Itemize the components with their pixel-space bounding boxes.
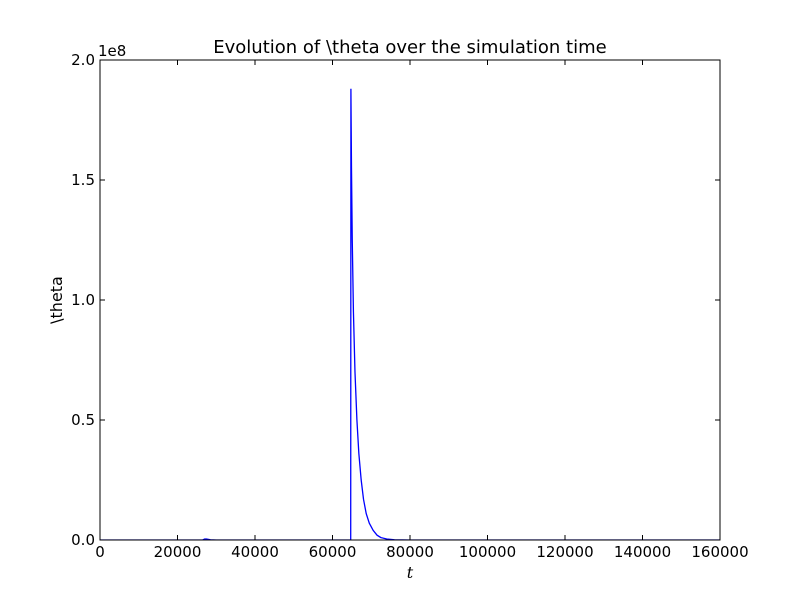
x-tick-label: 80000 (386, 543, 434, 561)
x-tick-label: 140000 (614, 543, 671, 561)
x-tick-label: 120000 (536, 543, 593, 561)
y-tick-label: 0.5 (71, 411, 95, 429)
y-tick-label: 2.0 (71, 51, 95, 69)
x-tick-label: 0 (95, 543, 105, 561)
y-offset-label: 1e8 (98, 42, 126, 60)
x-tick-label: 20000 (154, 543, 202, 561)
x-tick-label: 40000 (231, 543, 279, 561)
chart-title: Evolution of \theta over the simulation … (213, 37, 606, 58)
y-tick-label: 1.0 (71, 291, 95, 309)
y-tick-label: 0.0 (71, 531, 95, 549)
x-tick-label: 60000 (309, 543, 357, 561)
x-tick-label: 160000 (691, 543, 748, 561)
y-tick-label: 1.5 (71, 171, 95, 189)
x-axis-label: t (407, 563, 414, 582)
y-axis: 0.0 0.5 1.0 1.5 2.0 (71, 51, 720, 549)
x-axis: 0 20000 40000 60000 80000 100000 120000 140000 1… (95, 60, 749, 561)
y-axis-label: \theta (47, 276, 66, 324)
x-tick-label: 100000 (459, 543, 516, 561)
